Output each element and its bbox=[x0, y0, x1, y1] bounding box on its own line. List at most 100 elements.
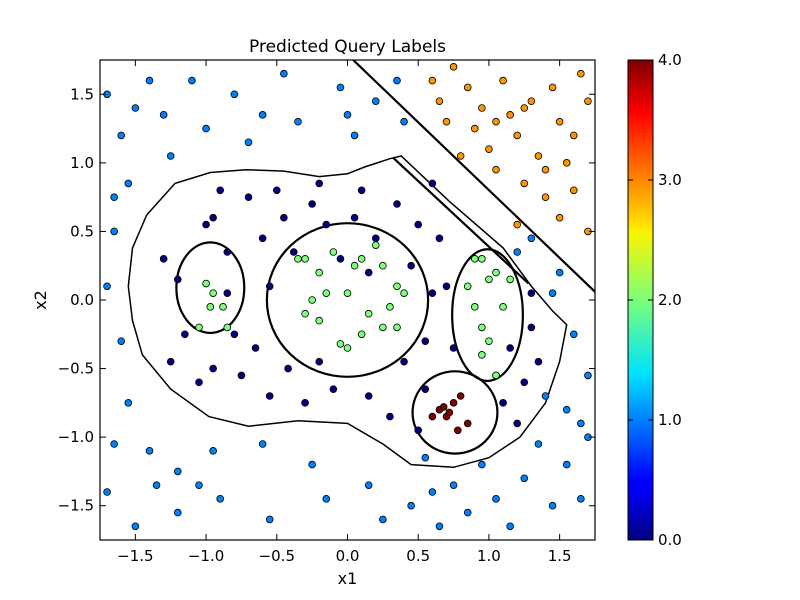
data-point-class-2 bbox=[470, 255, 479, 263]
data-point-class-1 bbox=[513, 248, 522, 256]
data-point-class-2 bbox=[219, 303, 227, 311]
data-point-class-1 bbox=[527, 234, 536, 243]
x-tick-label: 1.0 bbox=[477, 547, 501, 565]
data-point-class-2 bbox=[485, 275, 493, 284]
data-point-class-0 bbox=[209, 364, 217, 373]
data-point-class-1 bbox=[520, 474, 529, 483]
data-point-class-1 bbox=[400, 117, 408, 126]
data-point-class-1 bbox=[173, 508, 182, 517]
data-point-class-3 bbox=[541, 193, 550, 201]
data-point-class-1 bbox=[343, 111, 352, 119]
data-point-class-0 bbox=[499, 399, 507, 407]
data-point-class-0 bbox=[386, 412, 394, 421]
data-point-class-2 bbox=[478, 351, 486, 359]
data-point-class-1 bbox=[421, 453, 430, 462]
data-point-class-1 bbox=[244, 138, 253, 147]
data-point-class-0 bbox=[251, 344, 260, 352]
data-point-class-2 bbox=[315, 268, 324, 277]
data-point-class-2 bbox=[301, 255, 309, 263]
y-tick-label: −0.5 bbox=[58, 360, 94, 378]
data-point-class-0 bbox=[329, 385, 338, 393]
data-point-class-1 bbox=[124, 179, 133, 188]
data-point-class-3 bbox=[555, 117, 564, 126]
data-point-class-3 bbox=[527, 97, 536, 105]
data-point-class-2 bbox=[209, 289, 217, 297]
data-point-class-0 bbox=[364, 392, 373, 400]
data-point-class-1 bbox=[584, 371, 592, 380]
data-point-class-1 bbox=[280, 69, 288, 78]
data-point-class-3 bbox=[569, 131, 578, 140]
data-point-class-0 bbox=[272, 186, 281, 195]
data-point-class-2 bbox=[393, 282, 401, 291]
x-tick-label: 0.0 bbox=[336, 547, 360, 565]
data-point-class-3 bbox=[548, 83, 557, 92]
data-point-class-1 bbox=[152, 481, 161, 489]
x-tick-label: −1.5 bbox=[117, 547, 153, 565]
y-tick-label: −1.0 bbox=[58, 428, 94, 446]
data-point-class-1 bbox=[371, 97, 380, 105]
x-tick-label: −1.0 bbox=[188, 547, 224, 565]
data-point-class-0 bbox=[506, 344, 514, 352]
data-point-class-0 bbox=[195, 378, 203, 387]
data-point-class-0 bbox=[159, 255, 168, 263]
data-point-class-1 bbox=[336, 83, 345, 92]
data-point-class-2 bbox=[202, 279, 210, 288]
data-point-class-0 bbox=[520, 378, 529, 387]
boundary-circle-bottom-right bbox=[411, 370, 499, 455]
data-point-class-0 bbox=[449, 344, 458, 352]
data-point-class-1 bbox=[195, 481, 203, 489]
data-point-class-1 bbox=[379, 515, 387, 524]
data-point-class-1 bbox=[131, 104, 140, 112]
data-point-class-0 bbox=[350, 213, 359, 222]
data-point-class-4 bbox=[454, 426, 462, 435]
data-point-class-1 bbox=[131, 522, 140, 531]
data-point-class-0 bbox=[223, 289, 232, 297]
data-point-class-2 bbox=[357, 255, 366, 263]
data-point-class-0 bbox=[223, 248, 232, 256]
y-axis-label: x2 bbox=[31, 290, 50, 310]
data-point-class-1 bbox=[103, 282, 111, 291]
data-point-class-0 bbox=[166, 357, 175, 366]
data-point-class-1 bbox=[209, 447, 217, 455]
data-point-class-2 bbox=[315, 316, 324, 325]
data-point-class-0 bbox=[513, 419, 522, 428]
data-point-class-2 bbox=[195, 323, 203, 332]
data-point-class-1 bbox=[322, 495, 331, 503]
x-tick-label: −0.5 bbox=[259, 547, 295, 565]
data-point-class-1 bbox=[173, 467, 182, 476]
colorbar-ticks: 0.0 1.0 2.0 3.0 4.0 bbox=[628, 51, 682, 549]
data-point-class-2 bbox=[499, 303, 507, 311]
data-point-class-1 bbox=[428, 488, 437, 496]
data-point-class-3 bbox=[492, 117, 500, 126]
data-point-class-3 bbox=[541, 165, 550, 174]
data-point-class-1 bbox=[110, 227, 118, 236]
data-point-class-4 bbox=[428, 412, 437, 421]
data-point-class-2 bbox=[485, 337, 493, 345]
data-point-class-1 bbox=[117, 337, 126, 345]
data-point-class-2 bbox=[470, 303, 479, 311]
x-axis-label: x1 bbox=[338, 569, 358, 588]
data-point-class-0 bbox=[244, 193, 253, 201]
data-point-class-0 bbox=[336, 255, 345, 263]
data-point-class-0 bbox=[202, 220, 210, 229]
data-point-class-2 bbox=[357, 330, 366, 339]
data-point-class-3 bbox=[435, 97, 444, 105]
data-point-class-1 bbox=[265, 515, 274, 524]
data-point-class-0 bbox=[421, 337, 430, 345]
colorbar-tick-label: 3.0 bbox=[658, 171, 682, 189]
data-point-class-3 bbox=[520, 179, 529, 188]
boundary-central-circle bbox=[265, 222, 430, 378]
data-point-class-1 bbox=[258, 111, 267, 119]
data-point-class-1 bbox=[110, 193, 118, 201]
data-point-class-3 bbox=[562, 159, 571, 167]
data-point-class-2 bbox=[329, 248, 338, 256]
data-point-class-0 bbox=[315, 179, 324, 188]
colorbar-tick-label: 1.0 bbox=[658, 411, 682, 429]
data-point-class-0 bbox=[315, 357, 324, 366]
data-point-class-1 bbox=[506, 522, 514, 531]
y-axis-ticks: −1.5 −1.0 −0.5 0.0 0.5 1.0 1.5 bbox=[58, 85, 595, 515]
data-point-class-0 bbox=[258, 234, 267, 243]
data-point-class-1 bbox=[478, 460, 486, 469]
data-point-class-0 bbox=[428, 289, 437, 297]
data-point-class-1 bbox=[555, 268, 564, 277]
